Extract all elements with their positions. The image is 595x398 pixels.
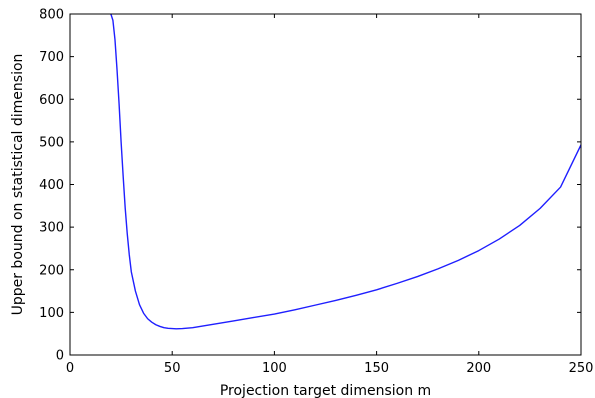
y-tick-label: 0	[56, 349, 64, 364]
y-axis: 0 100 200 300 400 500 600 700 800	[39, 8, 581, 364]
y-tick-label: 300	[39, 221, 64, 236]
y-tick-label: 200	[39, 263, 64, 278]
y-tick-label: 800	[39, 8, 64, 23]
y-tick-label: 600	[39, 93, 64, 108]
y-tick-label: 400	[39, 178, 64, 193]
x-tick-label: 100	[262, 361, 287, 376]
y-tick-label: 500	[39, 135, 64, 150]
x-tick-label: 0	[66, 361, 74, 376]
x-axis: 0 50 100 150 200 250	[66, 14, 594, 376]
x-axis-label: Projection target dimension m	[220, 383, 431, 398]
plot-frame	[69, 13, 582, 356]
y-tick-label: 700	[39, 50, 64, 65]
series-line	[110, 14, 581, 330]
y-tick-label: 100	[39, 306, 64, 321]
x-tick-label: 50	[164, 361, 181, 376]
x-tick-label: 250	[569, 361, 594, 376]
series-layer	[110, 14, 581, 330]
y-axis-label: Upper bound on statistical dimension	[10, 54, 26, 316]
x-tick-label: 200	[466, 361, 491, 376]
x-tick-label: 150	[364, 361, 389, 376]
